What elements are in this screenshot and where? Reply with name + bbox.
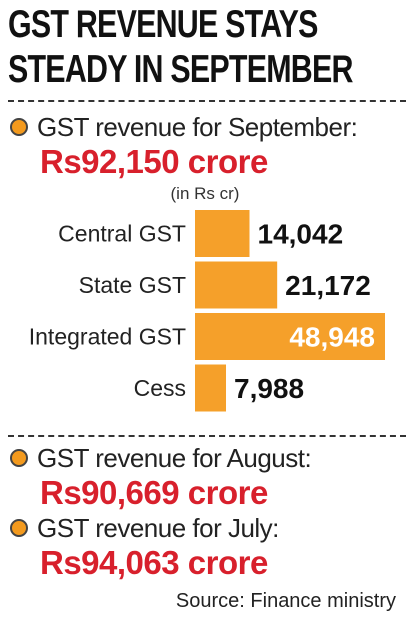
august-revenue: GST revenue for August: Rs90,669 crore [10,443,410,513]
headline: GST REVENUE STAYS STEADY IN SEPTEMBER [8,2,353,92]
category-label: Cess [134,375,186,401]
september-value: Rs92,150 crore [40,143,268,180]
chart-unit-label: (in Rs cr) [171,184,240,203]
divider-bottom [8,435,406,437]
bullet-icon [10,449,28,467]
divider-top [8,100,406,102]
headline-line-1: GST REVENUE STAYS [8,3,318,46]
august-label: GST revenue for August: [37,443,312,473]
bar-value-label: 14,042 [258,219,344,250]
category-label: Central GST [58,221,186,247]
september-revenue: GST revenue for September: Rs92,150 cror… [10,112,410,182]
source-note: Source: Finance ministry [175,590,396,612]
category-label: State GST [79,272,186,298]
gst-components-bar-chart: (in Rs cr) Central GST 14,042 State GST 21,… [29,184,385,412]
bar [195,210,250,257]
bullet-icon [10,519,28,537]
bullet-icon [10,118,28,136]
bar-value-label: 21,172 [285,270,371,301]
bar-value-label: 48,948 [289,322,375,353]
bar [195,364,227,412]
august-value: Rs90,669 crore [40,474,268,511]
headline-line-2: STEADY IN SEPTEMBER [8,48,353,91]
bar [195,261,278,309]
bar-value-label: 7,988 [234,373,304,404]
category-label: Integrated GST [29,324,186,350]
september-label: GST revenue for September: [37,112,358,142]
bar [195,313,385,360]
july-label: GST revenue for July: [37,513,279,543]
july-value: Rs94,063 crore [40,544,268,581]
july-revenue: GST revenue for July: Rs94,063 crore [10,513,410,583]
